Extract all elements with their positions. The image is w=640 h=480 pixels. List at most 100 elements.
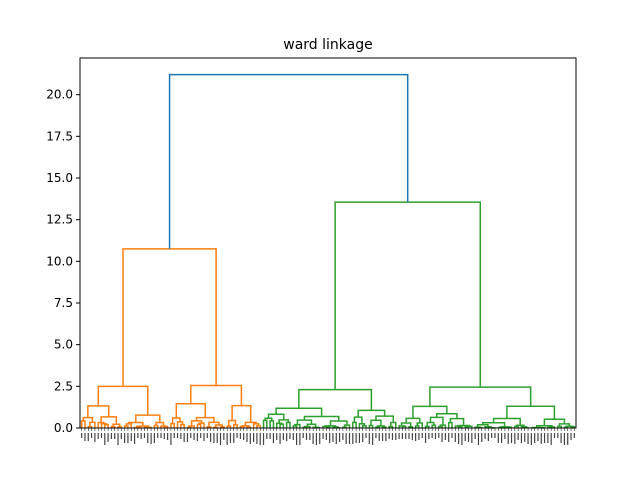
y-tick-label: 12.5 [46,213,73,227]
leaf-label [375,433,377,438]
leaf-label [216,433,218,443]
leaf-label [570,433,572,440]
leaf-label [567,433,569,445]
leaf-label [550,433,552,445]
leaf-label [289,433,291,439]
leaf-label [471,433,473,443]
leaf-label [176,433,179,438]
leaf-label [229,433,232,443]
dendrogram-link [388,425,394,428]
dendrogram-link [400,422,412,427]
dendrogram-link [438,425,443,428]
dendrogram-link [361,424,367,428]
leaf-label [527,433,529,444]
leaf-label [335,433,337,444]
dendrogram-link [275,407,323,417]
dendrogram-link [464,425,470,428]
leaf-label [180,433,182,439]
leaf-label [312,433,314,444]
dendrogram-link [262,419,268,428]
leaf-label [143,433,146,438]
dendrogram-link [412,405,448,419]
leaf-label [133,433,136,444]
dendrogram-link [570,426,576,428]
dendrogram-link [170,422,175,428]
leaf-label [110,433,113,439]
leaf-label [401,433,403,439]
leaf-label [219,433,222,445]
leaf-label [309,433,311,440]
leaf-label [398,433,400,439]
dendrogram-link [298,388,373,411]
leaf-label [507,433,509,444]
leaf-label [461,433,463,445]
leaf-label [332,433,334,442]
dendrogram-link [334,201,482,390]
dendrogram-link [135,414,161,423]
leaf-label [451,433,453,438]
dendrogram-link [239,425,245,428]
leaf-label [153,433,155,443]
leaf-label [203,433,205,441]
leaf-label [150,433,152,444]
leaf-label [173,433,175,438]
leaf-label [438,433,440,438]
leaf-label [381,433,384,441]
leaf-label [124,433,126,443]
dendrogram-link [558,423,571,427]
leaf-label [368,433,370,444]
leaf-label [329,433,331,443]
dendrogram-link [100,416,118,425]
y-tick-label: 2.5 [54,379,73,393]
dendrogram-link [153,424,159,428]
dendrogram-link [431,424,437,428]
dendrogram-link [414,425,420,428]
leaf-label [137,433,139,438]
leaf-label [372,433,374,445]
leaf-label [206,433,208,438]
leaf-label [190,433,192,438]
leaf-label [358,433,361,443]
leaf-label [107,433,109,442]
dendrogram-link [155,421,165,427]
dendrogram-link [82,416,94,423]
chart-title: ward linkage [283,37,372,53]
leaf-label [467,433,470,442]
leaf-label [269,433,271,439]
leaf-label [421,433,423,438]
leaf-label [494,433,496,438]
dendrogram-link [228,419,237,427]
dendrogram-link [104,423,109,428]
leaf-label [302,433,304,438]
dendrogram-link [87,425,93,428]
leaf-label [520,433,523,443]
leaf-label [557,433,559,438]
leaf-label [391,433,394,440]
dendrogram-link [343,424,351,428]
dendrogram-link [435,412,458,419]
leaf-label [282,433,284,440]
leaf-label [276,433,278,440]
leaf-label [233,433,235,443]
dendrogram-link [190,420,203,427]
y-tick-label: 5.0 [54,338,73,352]
dendrogram-link [543,418,566,426]
leaf-label [97,433,99,439]
dendrogram-link [87,405,110,418]
leaf-label [388,433,390,439]
leaf-label [474,433,476,439]
leaf-label [239,433,241,439]
leaf-label [573,433,575,438]
leaf-label [454,433,456,442]
leaf-label [448,433,450,442]
leaf-label [365,433,367,438]
leaf-label [186,433,189,442]
dendrogram-link [110,425,116,428]
leaf-label [540,433,542,444]
leaf-label [243,433,245,440]
dendrogram-link [195,416,215,423]
leaf-label [295,433,298,445]
dendrogram-link [97,385,149,416]
leaf-label [279,433,281,444]
